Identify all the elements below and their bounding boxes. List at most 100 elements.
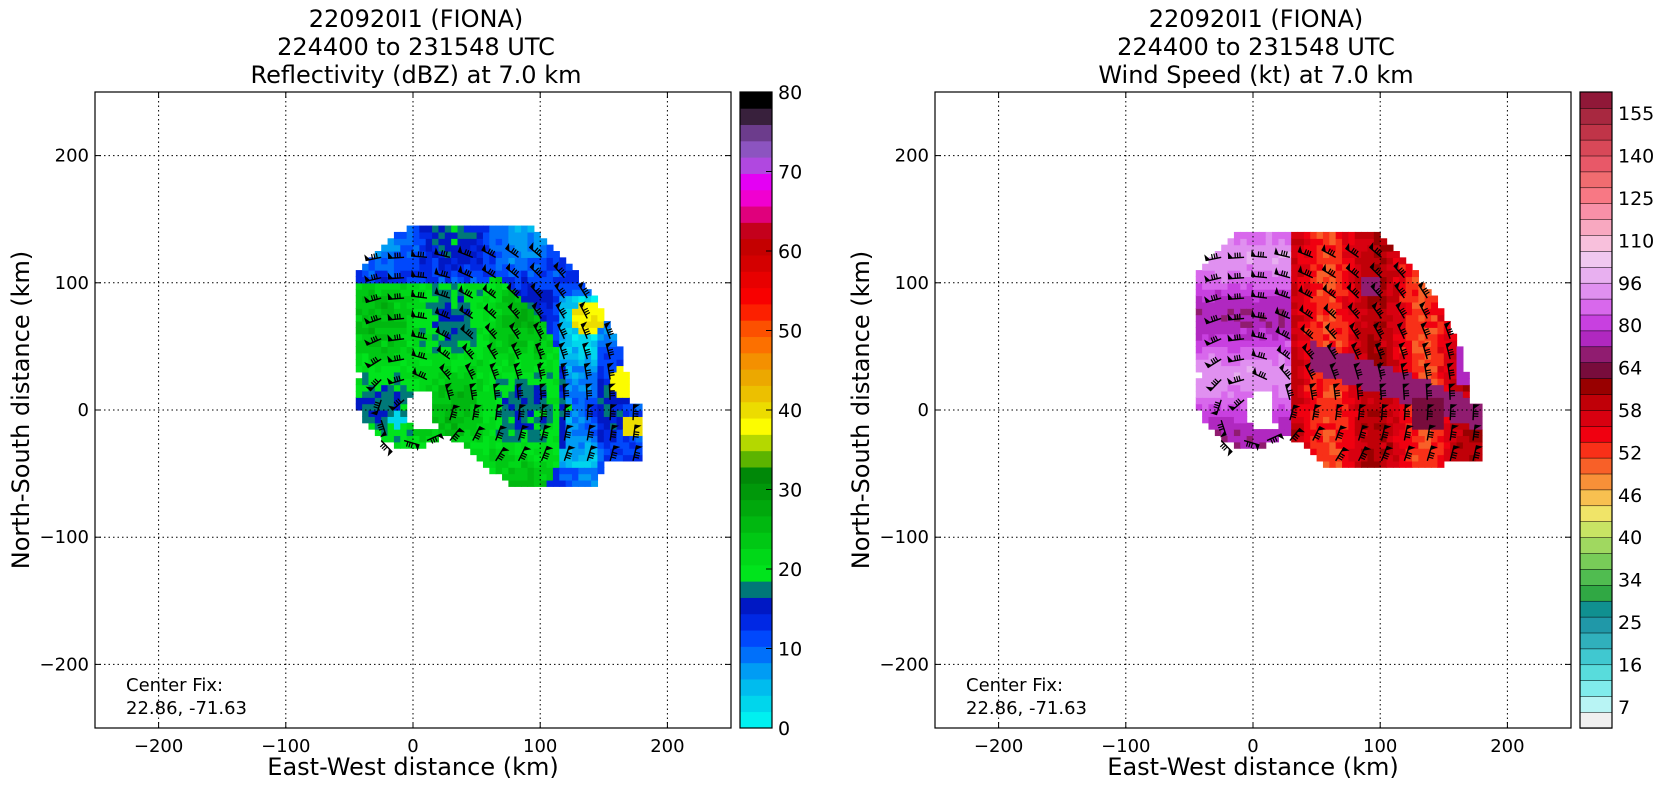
colorbar-swatch [1580, 521, 1612, 537]
field-cell [527, 391, 534, 398]
field-cell [1437, 435, 1444, 442]
field-cell [1228, 321, 1235, 328]
field-cell [597, 391, 604, 398]
field-cell [1425, 461, 1432, 468]
wind-barb-tick [1451, 434, 1456, 435]
field-cell [381, 276, 388, 283]
field-cell [451, 378, 458, 385]
field-cell [623, 448, 630, 455]
field-cell [1387, 302, 1394, 309]
field-cell [496, 302, 503, 309]
field-cell [1259, 385, 1266, 392]
field-cell [477, 302, 484, 309]
field-cell [597, 359, 604, 366]
field-cell [623, 378, 630, 385]
field-cell [368, 346, 375, 353]
wind-barb [587, 404, 588, 420]
field-cell [1234, 385, 1241, 392]
field-cell [1317, 346, 1324, 353]
field-cell [1298, 340, 1305, 347]
field-cell [1412, 340, 1419, 347]
field-cell [508, 442, 515, 449]
field-cell [617, 378, 624, 385]
field-cell [1266, 283, 1273, 290]
reflectivity-panel: 220920I1 (FIONA)224400 to 231548 UTCRefl… [7, 5, 802, 781]
field-cell [1406, 365, 1413, 372]
field-cell [547, 467, 554, 474]
field-cell [1336, 238, 1343, 245]
field-cell [1457, 455, 1464, 462]
field-cell [483, 226, 490, 233]
field-cell [1336, 391, 1343, 398]
field-cell [1367, 359, 1374, 366]
wind-barb-tick [421, 292, 422, 297]
field-cell [445, 397, 452, 404]
field-cell [489, 442, 496, 449]
field-cell [585, 461, 592, 468]
field-cell [470, 270, 477, 277]
field-cell [1348, 442, 1355, 449]
field-cell [1387, 264, 1394, 271]
field-cell [1425, 397, 1432, 404]
field-cell [623, 423, 630, 430]
field-cell [394, 321, 401, 328]
field-cell [623, 372, 630, 379]
field-cell [388, 416, 395, 423]
colorbar-tick-label: 125 [1618, 188, 1654, 210]
wind-barb-tick [384, 447, 388, 451]
field-cell [585, 480, 592, 487]
field-cell [515, 467, 522, 474]
field-cell [445, 226, 452, 233]
field-cell [1336, 442, 1343, 449]
field-cell [1196, 378, 1203, 385]
field-cell [477, 270, 484, 277]
field-cell [1412, 429, 1419, 436]
field-cell [388, 372, 395, 379]
field-cell [527, 353, 534, 360]
field-cell [451, 340, 458, 347]
field-cell [502, 296, 509, 303]
field-cell [508, 467, 515, 474]
field-cell [1387, 321, 1394, 328]
field-cell [407, 226, 414, 233]
field-cell [470, 397, 477, 404]
field-cell [1367, 327, 1374, 334]
field-cell [591, 467, 598, 474]
field-cell [572, 429, 579, 436]
field-cell [1298, 397, 1305, 404]
field-cell [1329, 435, 1336, 442]
field-cell [432, 385, 439, 392]
field-cell [438, 226, 445, 233]
field-cell [1342, 372, 1349, 379]
field-cell [617, 448, 624, 455]
field-cell [1266, 429, 1273, 436]
field-cell [464, 435, 471, 442]
field-cell [540, 340, 547, 347]
field-cell [1387, 353, 1394, 360]
field-cell [521, 474, 528, 481]
field-cell [572, 340, 579, 347]
field-cell [1367, 423, 1374, 430]
wind-barb-tick [495, 390, 500, 391]
field-cell [1208, 283, 1215, 290]
field-cell [527, 226, 534, 233]
field-cell [1208, 308, 1215, 315]
field-cell [508, 461, 515, 468]
field-cell [464, 442, 471, 449]
field-cell [1361, 397, 1368, 404]
field-cell [1291, 270, 1298, 277]
field-cell [623, 416, 630, 423]
field-cell [1240, 391, 1247, 398]
wind-barb-tick [634, 434, 639, 435]
field-cell [591, 416, 598, 423]
field-cell [388, 283, 395, 290]
field-cell [521, 340, 528, 347]
field-cell [477, 346, 484, 353]
field-cell [1285, 423, 1292, 430]
field-cell [521, 346, 528, 353]
field-cell [1215, 346, 1222, 353]
field-cell [419, 442, 426, 449]
field-cell [1221, 296, 1228, 303]
field-cell [597, 423, 604, 430]
field-cell [527, 251, 534, 258]
